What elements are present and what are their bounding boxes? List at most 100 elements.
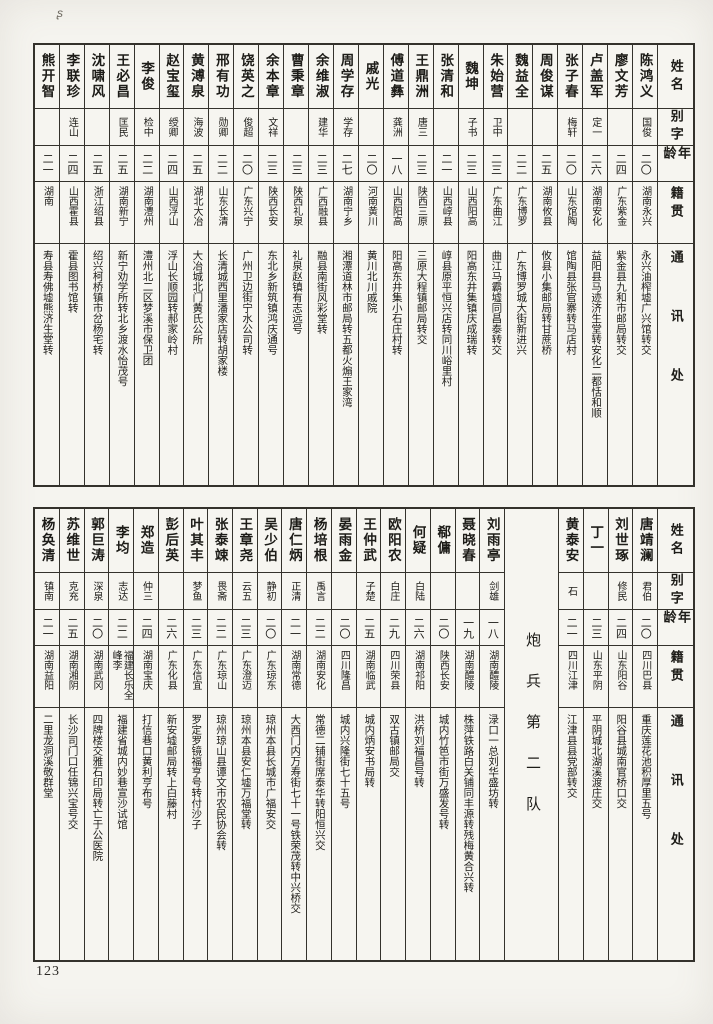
address-cell: 新安墟邮局转上白藤村 (159, 708, 183, 960)
native-place-cell: 广东信宜 (183, 646, 208, 708)
age-cell: 二〇 (257, 610, 282, 646)
native-place-cell: 广东曲江 (483, 182, 508, 244)
age-cell-text: 二三 (414, 152, 427, 175)
person-column: 苏维世 克充 二五 湖南湘阴 长沙司门口任锦兴宝号交 (58, 509, 84, 960)
unit-divider-label: 炮兵第二队 (505, 509, 558, 960)
age-cell: 二六 (406, 610, 430, 646)
native-place-cell-text: 山西阳高 (390, 186, 402, 226)
address-cell-text: 平阴城北湖溪渡庄交 (590, 714, 603, 809)
address-cell: 阳高东井集小石庄村转 (384, 244, 408, 485)
name-cell: 廖文芳 (608, 45, 633, 109)
name-cell: 叶其丰 (183, 509, 208, 573)
native-place-cell-text: 湖南武冈 (91, 650, 103, 690)
native-place-cell-text: 广东紫金 (614, 186, 626, 226)
courtesy-name-cell: 唐三 (408, 109, 433, 146)
header-contact: 通讯处 (658, 244, 693, 485)
header-name: 姓名 (658, 45, 693, 109)
person-column: 廖文芳 二四 广东紫金 紫金县九和市邮局转交 (607, 45, 633, 485)
native-place-cell-text: 广东兴宁 (240, 186, 252, 226)
name-cell-text: 朱始营 (488, 53, 504, 100)
native-place-cell: 广东澄迈 (232, 646, 257, 708)
native-place-cell: 湖南武冈 (84, 646, 109, 708)
age-cell: 二三 (408, 146, 433, 182)
address-cell: 江津县县党部转交 (559, 708, 583, 960)
native-place-cell: 山东阳谷 (608, 646, 633, 708)
address-cell-text: 益阳县马迹济生堂转安化二都恬和顺 (590, 250, 603, 418)
age-cell-text: 二四 (65, 152, 78, 175)
courtesy-name-cell-text: 修民 (614, 581, 626, 601)
name-cell: 沈啸风 (84, 45, 109, 109)
native-place-cell-text: 湖北大冶 (191, 186, 203, 226)
name-cell-text: 彭后英 (163, 517, 179, 564)
courtesy-name-cell: 禹言 (307, 573, 331, 610)
age-cell: 二〇 (358, 146, 383, 182)
address-cell-text: 长清城西里潘家店转胡家楼 (216, 250, 229, 376)
name-cell-text: 张子春 (562, 53, 578, 100)
courtesy-name-cell-text: 白庄 (387, 581, 399, 601)
address-cell: 洪桥刘福昌号转 (406, 708, 430, 960)
address-cell: 三原大程镇邮局转交 (409, 244, 433, 485)
person-column: 朱始营 卫中 二三 广东曲江 曲江马霸墟同昌泰转交 (482, 45, 508, 485)
age-cell-text: 二六 (589, 152, 602, 175)
age-cell-text: 二五 (362, 616, 375, 639)
address-cell: 湘潭道林市邮局转五都火煽王家湾 (334, 244, 358, 485)
courtesy-name-cell (455, 573, 480, 610)
age-cell: 二五 (184, 146, 209, 182)
courtesy-name-cell (508, 109, 533, 146)
address-cell-text: 广州卫边街宁水公司转 (241, 250, 254, 355)
address-cell: 双古镇邮局交 (381, 708, 405, 960)
person-column: 王仲武 子楚 二五 湖南临武 城内炳安书局转 (355, 509, 381, 960)
address-cell-text: 罗定罗镜福亨号转付沙子 (190, 714, 203, 830)
name-cell-text: 黄溥泉 (189, 53, 204, 100)
name-cell: 余维淑 (309, 45, 334, 109)
native-place-cell-text: 陕西三原 (415, 186, 427, 226)
address-cell: 城内竹笆市街万盛发号转 (431, 708, 455, 960)
address-cell-text: 琼州本县长城市广福安交 (264, 714, 277, 830)
courtesy-name-cell (430, 573, 455, 610)
courtesy-name-cell-text: 子书 (465, 117, 477, 137)
age-cell: 二〇 (633, 610, 657, 646)
address-cell-text: 攸县小集邮局转甘蔗桥 (540, 250, 553, 355)
native-place-cell: 山东平阴 (583, 646, 608, 708)
address-cell: 平阴城北湖溪渡庄交 (584, 708, 608, 960)
courtesy-name-cell: 建华 (309, 109, 334, 146)
name-cell-text: 李均 (113, 525, 129, 556)
native-place-cell: 陕西长安 (259, 182, 284, 244)
address-cell: 四牌楼交雅石印局转亡于公医院 (85, 708, 109, 960)
address-cell-text: 三原大程镇邮局转交 (415, 250, 428, 345)
name-cell-text: 王必昌 (114, 53, 130, 100)
name-cell-text: 魏坤 (463, 61, 479, 92)
courtesy-name-cell-text: 定一 (589, 117, 601, 137)
address-cell-text: 福建省城内妙巷宣沙试馆 (116, 714, 129, 830)
native-place-cell-text: 湖南新宁 (116, 186, 128, 226)
native-place-cell-text: 山东阳谷 (614, 650, 626, 690)
person-column: 刘雨亭 剑雄 一八 湖南醴陵 渌口一总刘华盛坊转 (479, 509, 505, 960)
address-cell: 长沙司门口任锦兴宝号交 (60, 708, 84, 960)
courtesy-name-cell: 检中 (134, 109, 159, 146)
age-cell-text: 二一 (41, 152, 54, 175)
name-cell-text: 周学存 (338, 53, 354, 100)
native-place-cell-text: 广东澄迈 (239, 650, 251, 690)
courtesy-name-cell (608, 109, 633, 146)
address-cell: 崞县原平恒兴店转同川峪里村 (434, 244, 458, 485)
native-place-cell-text: 四川江津 (565, 650, 577, 690)
person-column: 熊开智 二一 湖南 寿县寿佛墟熊济生堂转 (34, 45, 59, 485)
age-cell: 一八 (480, 610, 505, 646)
native-place-cell: 广东化县 (158, 646, 183, 708)
name-cell: 郑造 (134, 509, 158, 573)
name-cell-text: 唐仁炳 (286, 517, 302, 564)
address-cell-text: 城内兴隆街七十五号 (338, 714, 351, 809)
native-place-cell: 广西融县 (309, 182, 334, 244)
age-cell: 二三 (483, 146, 508, 182)
header-name-text: 姓名 (668, 58, 684, 95)
native-place-cell: 湖南攸县 (533, 182, 558, 244)
age-cell: 二三 (309, 146, 334, 182)
age-cell: 二二 (134, 146, 159, 182)
address-cell-text: 浮山长顺园转郝家岭村 (166, 250, 179, 355)
header-column: 姓名 别字 年龄 籍贯 通讯处 (657, 45, 693, 485)
address-cell-text: 阳高东井集小石庄村转 (390, 250, 403, 355)
name-cell-text: 魏益全 (512, 53, 528, 100)
native-place-cell: 广东琼山 (208, 646, 232, 708)
native-place-cell-text: 浙江绍县 (91, 186, 103, 226)
person-column: 饶英之 俊超 二〇 广东兴宁 广州卫边街宁水公司转 (233, 45, 259, 485)
